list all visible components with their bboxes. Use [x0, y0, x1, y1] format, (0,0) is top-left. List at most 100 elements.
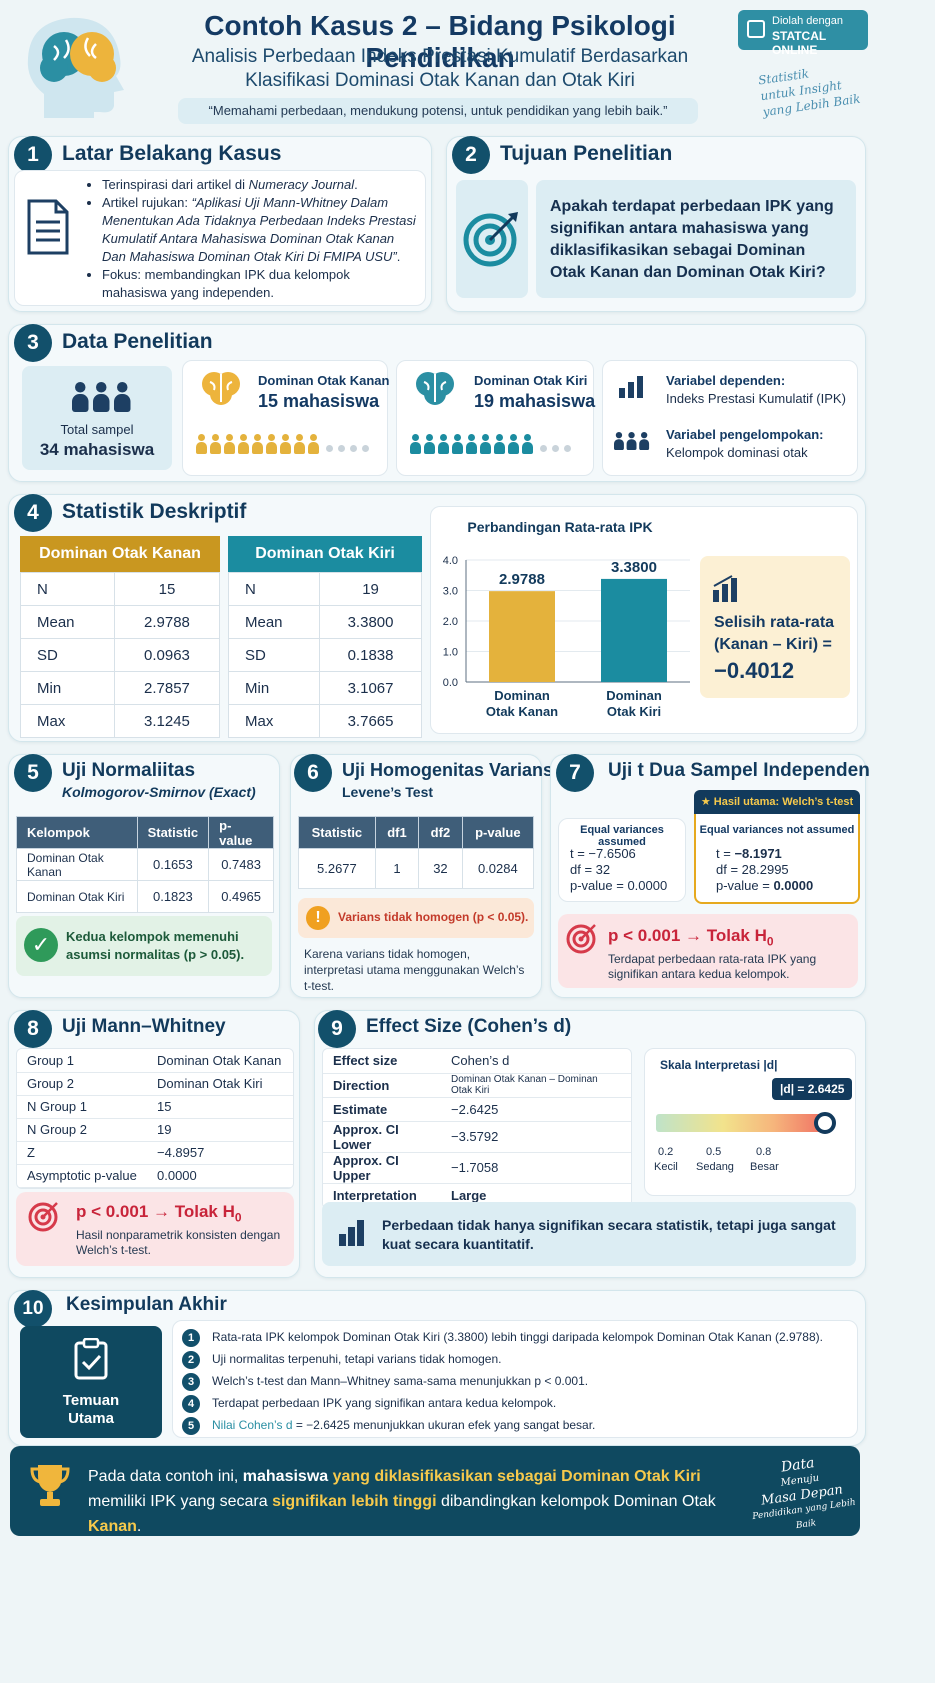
es-key: Estimate — [323, 1097, 441, 1122]
variables-box — [602, 360, 858, 476]
col-header: df2 — [418, 816, 463, 849]
welch-title: Equal variances not assumed — [699, 824, 855, 836]
table-row: N 19 — [227, 572, 422, 606]
kiri-label: Dominan Otak Kiri — [474, 373, 588, 388]
section-number-4: 4 — [14, 494, 52, 532]
bar-value-label: 2.9788 — [499, 571, 545, 588]
equal-var-p: p-value = 0.0000 — [570, 878, 668, 893]
welch-t: t = −8.1971 — [716, 846, 782, 861]
latar-content-box — [14, 170, 426, 306]
desc-kiri-key: Min — [227, 671, 321, 705]
cell: 32 — [418, 848, 463, 889]
main-result-label: Hasil utama: Welch’s t-test — [713, 796, 854, 808]
list-item: 4 Terdapat perbedaan IPK yang signifikan … — [182, 1392, 852, 1414]
desc-kanan-key: SD — [20, 638, 115, 672]
mw-value: 19 — [147, 1118, 293, 1142]
chart-title: Perbandingan Rata-rata IPK — [467, 519, 652, 535]
table-row: Approx. CI Upper −1.7058 — [323, 1152, 631, 1184]
key-finding-l2: Utama — [68, 1410, 114, 1427]
trophy-icon — [30, 1462, 70, 1508]
list-number: 1 — [182, 1328, 200, 1347]
desc-kanan-key: Max — [20, 704, 115, 738]
mw-result-box — [16, 1192, 294, 1266]
cell: 0.1823 — [136, 880, 210, 913]
table-row: Approx. CI Lower −3.5792 — [323, 1121, 631, 1153]
key-finding-l1: Temuan — [62, 1392, 120, 1409]
section-5-title: Uji Normaliitas — [62, 760, 196, 781]
section-number-9: 9 — [318, 1010, 356, 1048]
desc-kiri-value: 19 — [319, 572, 422, 606]
variance-warning: Varians tidak homogen (p < 0.05). — [338, 910, 529, 924]
section-1-title: Latar Belakang Kasus — [62, 142, 282, 165]
section-number-2: 2 — [452, 136, 490, 174]
section-number-6: 6 — [294, 754, 332, 792]
mean-diff-value: −0.4012 — [714, 658, 795, 683]
mw-key: Group 2 — [17, 1072, 147, 1096]
bar-2 — [601, 578, 667, 682]
effect-note-box: Perbedaan tidak hanya signifikan secara … — [322, 1202, 856, 1266]
table-row: Asymptotic p-value 0.0000 — [17, 1164, 293, 1188]
people-group-icon — [72, 382, 135, 420]
section-7-title: Uji t Dua Sampel Independen — [608, 760, 870, 781]
latar-bullet-2: Artikel rujukan: “Aplikasi Uji Mann-Whit… — [102, 194, 418, 266]
section-8-title: Uji Mann–Whitney — [62, 1016, 226, 1037]
y-tick-label: 4.0 — [443, 555, 458, 567]
bar-1 — [489, 591, 555, 682]
desc-kanan-key: Min — [20, 671, 115, 705]
welch-df: df = 28.2995 — [716, 862, 789, 877]
mw-value: −4.8957 — [147, 1141, 293, 1165]
table-row: Max 3.7665 — [227, 704, 422, 738]
section-2-title: Tujuan Penelitian — [500, 142, 673, 165]
desc-kanan-value: 15 — [113, 572, 221, 606]
scale-label: Besar — [750, 1161, 779, 1173]
footer-banner — [10, 1446, 860, 1536]
target-red-icon — [566, 922, 598, 954]
list-number: 5 — [182, 1416, 200, 1435]
table-row: Mean 3.3800 — [227, 605, 422, 639]
dep-var-value: Indeks Prestasi Kumulatif (IPK) — [666, 391, 846, 406]
es-key: Approx. CI Lower — [323, 1121, 441, 1153]
desc-kanan-value: 0.0963 — [113, 638, 221, 672]
col-header: Statistic — [136, 816, 210, 849]
kanan-dots — [326, 440, 374, 458]
es-key: Approx. CI Upper — [323, 1152, 441, 1184]
desc-kanan-value: 2.9788 — [113, 605, 221, 639]
statcal-badge: Diolah dengan STATCAL ONLINE — [738, 10, 868, 57]
equal-var-box — [558, 818, 686, 902]
page-title: Contoh Kasus 2 – Bidang Psikologi Pendid… — [204, 10, 676, 73]
y-tick-label: 2.0 — [443, 616, 458, 628]
desc-kanan-key: N — [20, 572, 115, 606]
desc-kiri-key: Mean — [227, 605, 321, 639]
desc-kiri-header: Dominan Otak Kiri — [228, 536, 422, 572]
footer-text: Pada data contoh ini, mahasiswa yang dik… — [88, 1464, 748, 1539]
mw-result-text: Hasil nonparametrik konsisten dengan Wel… — [76, 1228, 281, 1257]
list-number: 3 — [182, 1372, 200, 1391]
kiri-value: 19 mahasiswa — [474, 391, 596, 411]
welch-p: p-value = 0.0000 — [716, 878, 814, 893]
variance-warning-box: ! Varians tidak homogen (p < 0.05). — [298, 898, 534, 938]
table-row: 5.2677 1 32 0.0284 — [298, 848, 535, 889]
mann-whitney-table: Group 1 Dominan Otak Kanan Group 2 Dominan… — [16, 1048, 294, 1189]
t-test-result-text: Terdapat perbedaan rata-rata IPK yang si… — [608, 952, 817, 981]
desc-kiri-value: 3.1067 — [319, 671, 422, 705]
list-item: 1 Rata-rata IPK kelompok Dominan Otak Kir… — [182, 1326, 852, 1348]
effect-size-table: Effect size Cohen’s d Direction Dominan Ot… — [322, 1048, 632, 1209]
kiri-dots — [540, 440, 576, 458]
desc-kanan-value: 3.1245 — [113, 704, 221, 738]
y-tick-label: 3.0 — [443, 586, 458, 598]
table-row: Dominan Otak Kanan 0.1653 0.7483 — [16, 848, 274, 881]
bar-value-label: 3.3800 — [611, 559, 657, 576]
scale-gradient — [656, 1114, 824, 1132]
brain-head-logo — [14, 10, 136, 122]
section-number-1: 1 — [14, 136, 52, 174]
conclusion-list-box — [172, 1320, 858, 1438]
list-item: 2 Uji normalitas terpenuhi, tetapi varian… — [182, 1348, 852, 1370]
normality-note-box: ✓ Kedua kelompok memenuhi asumsi normali… — [16, 916, 272, 976]
section-number-3: 3 — [14, 324, 52, 362]
desc-kanan-header: Dominan Otak Kanan — [20, 536, 220, 572]
desc-kiri-key: Max — [227, 704, 321, 738]
x-category-label: Otak Kanan — [486, 704, 558, 719]
mw-key: Group 1 — [17, 1049, 147, 1073]
mw-value: Dominan Otak Kiri — [147, 1072, 293, 1096]
x-category-label: Dominan — [494, 688, 550, 703]
